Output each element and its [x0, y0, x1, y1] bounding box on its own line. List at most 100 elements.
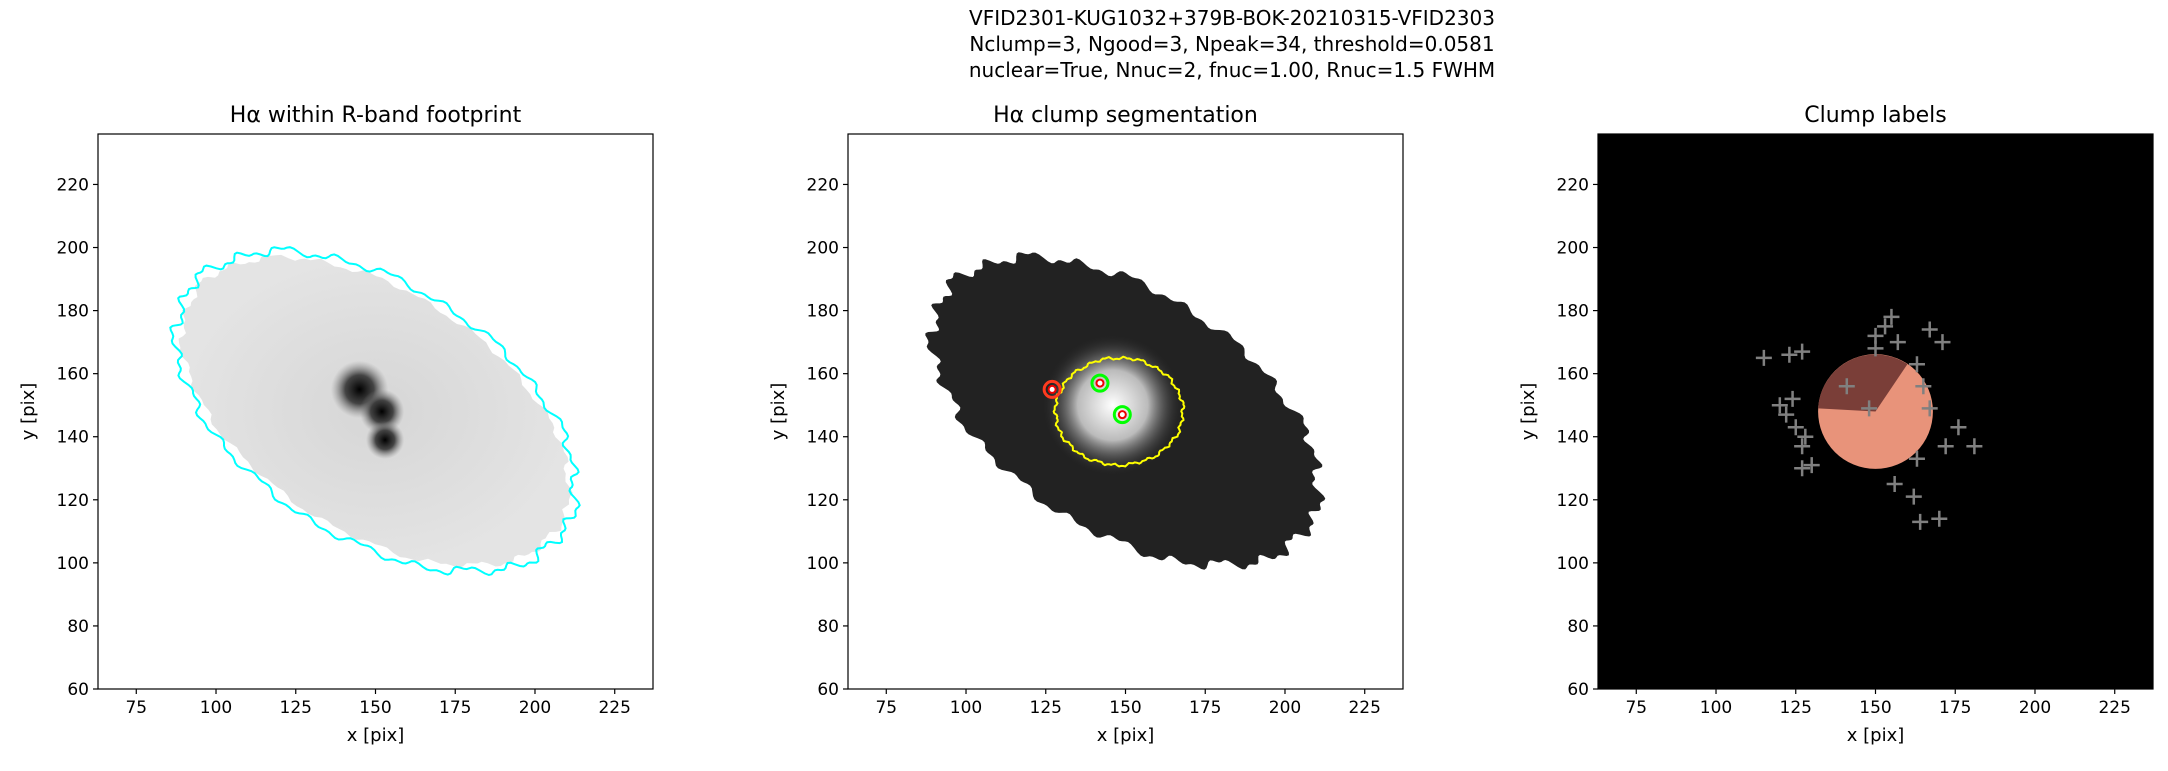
peak-marker	[1921, 321, 1938, 338]
x-tick-label: 200	[1269, 698, 1301, 718]
x-tick-label: 175	[1189, 698, 1221, 718]
peak-marker	[1950, 419, 1967, 436]
peak-marker	[1803, 457, 1820, 474]
peak-marker	[1781, 346, 1798, 363]
peak-marker	[1889, 334, 1906, 351]
y-tick-label: 180	[57, 302, 89, 322]
y-tick-label: 100	[807, 554, 839, 574]
x-tick-label: 125	[280, 698, 312, 718]
y-axis-label: y [pix]	[18, 383, 39, 441]
y-tick-label: 60	[817, 680, 839, 700]
core	[365, 420, 405, 460]
peak-marker	[1784, 390, 1801, 407]
peak-marker	[1867, 340, 1884, 357]
peak-marker	[1861, 400, 1878, 417]
x-tick-label: 200	[519, 698, 551, 718]
image	[1755, 308, 1983, 530]
y-axis-label: y [pix]	[768, 383, 789, 441]
x-tick-label: 100	[200, 698, 232, 718]
contour	[1052, 355, 1186, 468]
peak-marker	[1794, 460, 1811, 477]
y-tick-label: 80	[67, 617, 89, 637]
peak-marker	[1883, 308, 1900, 325]
clump-center	[1095, 378, 1105, 388]
x-tick-label: 100	[1700, 698, 1732, 718]
y-tick-label: 120	[57, 491, 89, 511]
peak-marker	[1787, 419, 1804, 436]
y-tick-label: 160	[807, 365, 839, 385]
glow	[1042, 335, 1183, 476]
axes-title: Clump labels	[1804, 103, 1946, 128]
image	[925, 252, 1326, 570]
x-tick-label: 225	[2098, 698, 2130, 718]
peak-marker	[1915, 378, 1932, 395]
x-tick-label: 225	[598, 698, 630, 718]
x-tick-label: 175	[439, 698, 471, 718]
x-tick-label: 75	[125, 698, 147, 718]
suptitle: Nclump=3, Ngood=3, Npeak=34, threshold=0…	[969, 32, 1494, 56]
y-tick-label: 100	[1557, 554, 1589, 574]
peak-marker	[1838, 378, 1855, 395]
peak-marker	[1934, 334, 1951, 351]
peak-marker	[1797, 428, 1814, 445]
peak-marker	[1931, 510, 1948, 527]
x-tick-label: 150	[359, 698, 391, 718]
peak-marker	[1877, 318, 1894, 335]
y-tick-label: 220	[57, 175, 89, 195]
peak-marker	[1912, 513, 1929, 530]
y-tick-label: 220	[1557, 175, 1589, 195]
clump-marker	[1090, 373, 1110, 393]
x-tick-label: 150	[1859, 698, 1891, 718]
suptitle: nuclear=True, Nnuc=2, fnuc=1.00, Rnuc=1.…	[969, 58, 1495, 82]
x-axis-label: x [pix]	[347, 725, 405, 746]
y-axis-label: y [pix]	[1518, 383, 1539, 441]
clump-marker	[1042, 379, 1062, 399]
y-tick-label: 100	[57, 554, 89, 574]
image	[169, 246, 581, 577]
peak-marker	[1921, 400, 1938, 417]
clump-marker	[1112, 405, 1132, 425]
y-tick-label: 60	[67, 680, 89, 700]
x-tick-label: 75	[875, 698, 897, 718]
contour	[169, 246, 581, 577]
y-tick-label: 80	[817, 617, 839, 637]
peak-marker	[1778, 406, 1795, 423]
y-tick-label: 220	[807, 175, 839, 195]
y-tick-label: 160	[57, 365, 89, 385]
peak-marker	[1794, 343, 1811, 360]
axes-title: Hα within R-band footprint	[230, 103, 522, 128]
x-axis-label: x [pix]	[1847, 725, 1905, 746]
suptitle: VFID2301-KUG1032+379B-BOK-20210315-VFID2…	[969, 6, 1495, 30]
peak-marker	[1755, 349, 1772, 366]
panel: 75 100 125 150 175 200 225 60 80 100 120 140 160 180 2…	[768, 103, 1404, 746]
y-tick-label: 160	[1557, 365, 1589, 385]
clump-center	[1047, 384, 1057, 394]
y-tick-label: 200	[57, 239, 89, 259]
y-tick-label: 140	[807, 428, 839, 448]
y-tick-label: 200	[807, 239, 839, 259]
peak-marker	[1908, 450, 1925, 467]
clump-region	[1818, 354, 1908, 412]
peak-marker	[1937, 438, 1954, 455]
x-tick-label: 75	[1625, 698, 1647, 718]
x-tick-label: 150	[1109, 698, 1141, 718]
y-tick-label: 120	[1557, 491, 1589, 511]
axes-title: Hα clump segmentation	[993, 103, 1258, 128]
x-tick-label: 125	[1780, 698, 1812, 718]
x-tick-label: 225	[1348, 698, 1380, 718]
peak-marker	[1794, 438, 1811, 455]
y-tick-label: 80	[1567, 617, 1589, 637]
y-tick-label: 180	[1557, 302, 1589, 322]
peak-marker	[1908, 356, 1925, 373]
x-axis-label: x [pix]	[1097, 725, 1155, 746]
y-tick-label: 200	[1557, 239, 1589, 259]
x-tick-label: 200	[2019, 698, 2051, 718]
clump-center	[1117, 410, 1127, 420]
panel: 75 100 125 150 175 200 225 60 80 100 120 140 160 180 2…	[18, 103, 654, 746]
panel: 75 100 125 150 175 200 225 60 80 100 120 140 160 180 2…	[1518, 103, 2154, 746]
peak-marker	[1771, 397, 1788, 414]
y-tick-label: 180	[807, 302, 839, 322]
y-tick-label: 140	[1557, 428, 1589, 448]
x-tick-label: 100	[950, 698, 982, 718]
